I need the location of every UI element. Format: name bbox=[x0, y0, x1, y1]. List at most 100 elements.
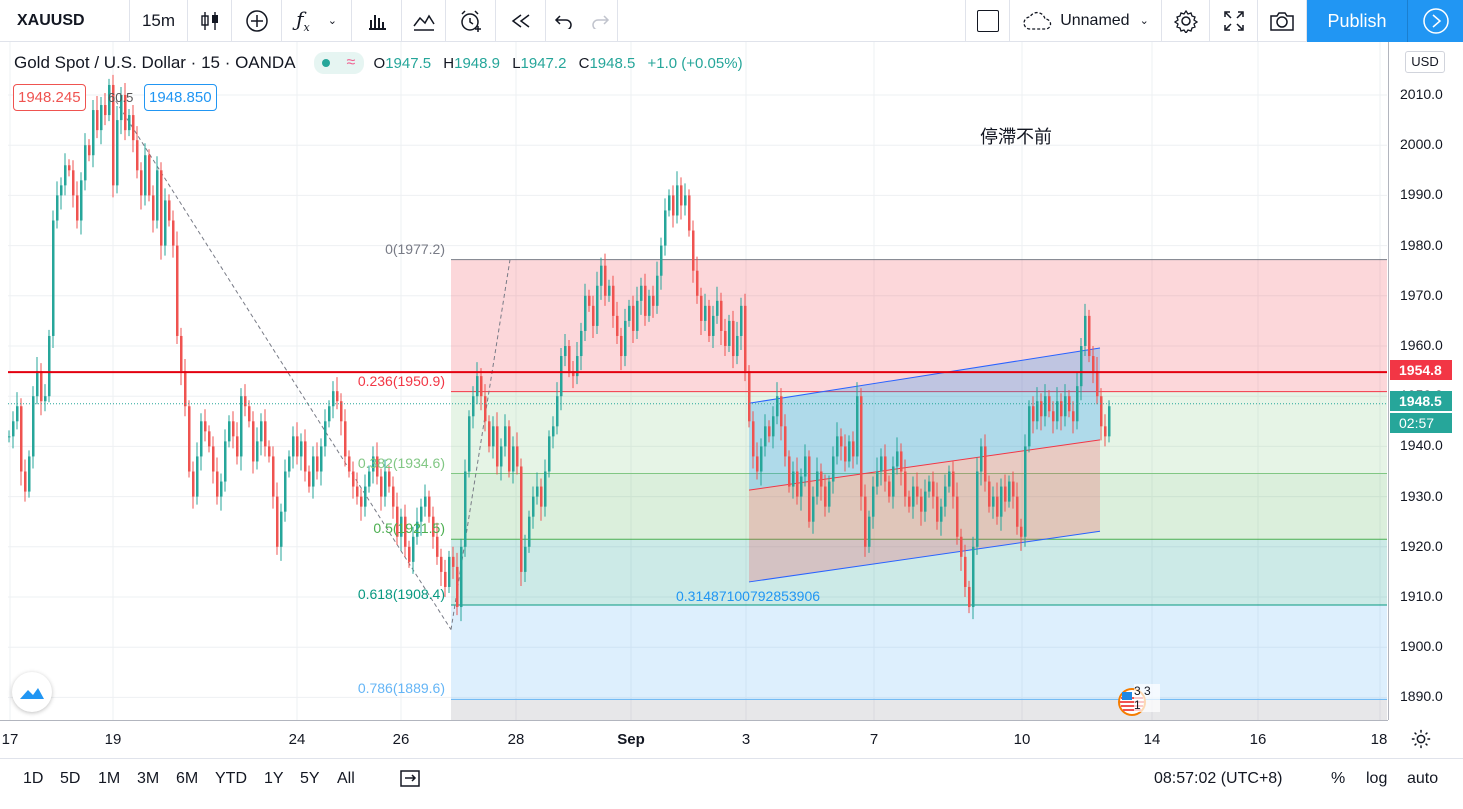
candle-body bbox=[740, 305, 743, 336]
layout-name-button[interactable]: Unnamed ⌄ bbox=[1010, 0, 1162, 42]
candle-body bbox=[472, 396, 475, 417]
candle-body bbox=[648, 295, 651, 316]
candle-body bbox=[100, 105, 103, 131]
axis-settings-button[interactable] bbox=[1410, 728, 1434, 752]
candle-body bbox=[64, 165, 67, 186]
candle-body bbox=[880, 456, 883, 472]
price-axis[interactable]: USD bbox=[1388, 42, 1463, 720]
templates-button[interactable] bbox=[402, 0, 446, 42]
undo-button[interactable] bbox=[546, 0, 582, 42]
candle-body bbox=[228, 421, 231, 442]
candle-body bbox=[1056, 401, 1059, 422]
range-button-6m[interactable]: 6M bbox=[176, 770, 199, 787]
snapshot-button[interactable] bbox=[1258, 0, 1307, 42]
bar-chart-icon bbox=[368, 14, 386, 30]
chart-annotation-text[interactable]: 停滯不前 bbox=[980, 127, 1052, 147]
candle-body bbox=[456, 566, 459, 608]
expand-icon bbox=[1223, 10, 1244, 31]
candle-body bbox=[24, 471, 27, 492]
candle-body bbox=[1052, 411, 1055, 422]
range-button-5d[interactable]: 5D bbox=[60, 770, 81, 787]
chart-pane[interactable] bbox=[8, 42, 1387, 720]
range-button-1d[interactable]: 1D bbox=[23, 770, 44, 787]
auto-toggle[interactable]: auto bbox=[1407, 770, 1439, 787]
candle-body bbox=[144, 155, 147, 196]
symbol-search-button[interactable]: XAUUSD bbox=[0, 0, 130, 42]
candle-body bbox=[996, 496, 999, 517]
fib-level-label: 0.5(1921.5) bbox=[373, 520, 445, 537]
candle-body bbox=[60, 185, 63, 196]
open-key: O bbox=[373, 54, 386, 72]
replay-button[interactable] bbox=[496, 0, 546, 42]
candle-body bbox=[368, 471, 371, 487]
candle-body bbox=[656, 275, 659, 306]
high-value: 1948.9 bbox=[454, 54, 501, 72]
percent-toggle[interactable]: % bbox=[1331, 770, 1346, 787]
range-button-all[interactable]: All bbox=[337, 770, 355, 787]
candle-body bbox=[896, 451, 899, 467]
fib-zone bbox=[451, 605, 1387, 700]
candle-body bbox=[28, 456, 31, 492]
candle-body bbox=[88, 145, 91, 156]
range-button-3m[interactable]: 3M bbox=[137, 770, 160, 787]
candle-body bbox=[1108, 406, 1111, 437]
tradingview-logo[interactable] bbox=[12, 672, 52, 712]
price-tick-label: 2010.0 bbox=[1400, 86, 1443, 102]
time-axis[interactable] bbox=[0, 720, 1388, 758]
publish-more-button[interactable] bbox=[1407, 0, 1463, 42]
candle-body bbox=[108, 84, 111, 116]
candle-body bbox=[1004, 486, 1007, 502]
candle-body bbox=[120, 95, 123, 121]
candle-body bbox=[1084, 315, 1087, 346]
candle-body bbox=[372, 456, 375, 472]
candle-body bbox=[760, 446, 763, 472]
clock-timezone[interactable]: 08:57:02 (UTC+8) bbox=[1154, 770, 1283, 787]
symbol-title[interactable]: Gold Spot / U.S. Dollar · 15 · OANDA bbox=[14, 53, 296, 72]
candle-body bbox=[576, 356, 579, 377]
candle-body bbox=[232, 421, 235, 437]
chevron-down-icon: ⌄ bbox=[327, 15, 337, 27]
range-button-1m[interactable]: 1M bbox=[98, 770, 121, 787]
fullscreen-button[interactable] bbox=[1210, 0, 1258, 42]
fib-level-label: 0(1977.2) bbox=[385, 240, 445, 257]
candle-body bbox=[164, 200, 167, 246]
chart-type-button[interactable] bbox=[188, 0, 232, 42]
range-button-5y[interactable]: 5Y bbox=[300, 770, 320, 787]
market-status-badge[interactable]: ≈ bbox=[313, 52, 364, 74]
time-tick-label: 24 bbox=[288, 731, 306, 748]
publish-button[interactable]: Publish bbox=[1307, 0, 1407, 42]
buy-price-button[interactable]: 1948.850 bbox=[144, 84, 217, 111]
financials-button[interactable] bbox=[352, 0, 402, 42]
currency-button[interactable]: USD bbox=[1405, 51, 1445, 73]
candle-body bbox=[208, 431, 211, 447]
candle-body bbox=[556, 396, 559, 427]
log-toggle[interactable]: log bbox=[1366, 770, 1388, 787]
indicators-button[interactable]: ƒx ⌄ bbox=[282, 0, 352, 42]
sell-price-button[interactable]: 1948.245 bbox=[13, 84, 86, 111]
change-value: +1.0 (+0.05%) bbox=[647, 54, 743, 72]
peak-price-label: 60.5 bbox=[108, 90, 134, 105]
candle-body bbox=[956, 496, 959, 537]
time-tick-label: Sep bbox=[617, 731, 645, 748]
goto-date-button[interactable] bbox=[399, 768, 423, 790]
redo-button[interactable] bbox=[582, 0, 618, 42]
candle-body bbox=[400, 516, 403, 537]
alert-button[interactable] bbox=[446, 0, 496, 42]
interval-button[interactable]: 15m bbox=[130, 0, 188, 42]
candle-body bbox=[696, 270, 699, 296]
fullscreen-toggle-button[interactable] bbox=[965, 0, 1010, 42]
compare-button[interactable] bbox=[232, 0, 282, 42]
calendar-arrow-icon bbox=[400, 770, 420, 787]
candle-body bbox=[528, 516, 531, 547]
candle-body bbox=[432, 516, 435, 537]
candle-body bbox=[944, 486, 947, 507]
candle-body bbox=[1036, 401, 1039, 422]
price-chart[interactable] bbox=[8, 42, 1387, 720]
range-button-ytd[interactable]: YTD bbox=[215, 770, 247, 787]
range-button-1y[interactable]: 1Y bbox=[264, 770, 284, 787]
candle-body bbox=[488, 421, 491, 447]
economic-event-badge[interactable]: 3 3 1 bbox=[1116, 684, 1160, 716]
candle-body bbox=[388, 471, 391, 487]
settings-button[interactable] bbox=[1162, 0, 1210, 42]
candle-body bbox=[312, 456, 315, 487]
